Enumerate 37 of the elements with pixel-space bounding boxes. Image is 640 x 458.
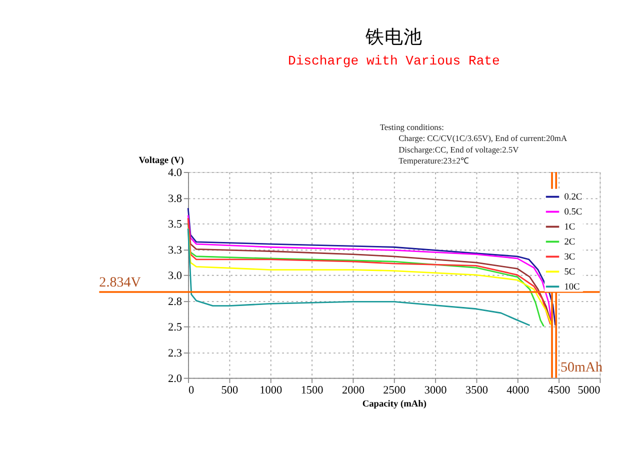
x-axis-title: Capacity (mAh) bbox=[362, 399, 426, 410]
legend-label: 10C bbox=[564, 282, 580, 292]
legend-label: 2C bbox=[564, 238, 576, 248]
chart-subtitle: Discharge with Various Rate bbox=[288, 53, 500, 68]
x-tick-label: 4500 bbox=[548, 384, 571, 396]
annotation: 50mAh bbox=[560, 359, 603, 376]
text: Discharge:CC, End of voltage:2.5V bbox=[398, 144, 519, 154]
x-tick-label: 3500 bbox=[466, 384, 488, 396]
text: Testing conditions: bbox=[380, 122, 444, 132]
y-tick-label: 3.0 bbox=[168, 270, 182, 282]
y-tick-label: 3.8 bbox=[168, 192, 182, 205]
y-tick-label: 3.5 bbox=[168, 218, 182, 231]
ref-line-label: 2.834V bbox=[99, 274, 141, 290]
x-tick-label: 5000 bbox=[578, 384, 601, 396]
y-axis-title: Voltage (V) bbox=[138, 156, 184, 166]
legend-label: 0.5C bbox=[564, 208, 582, 218]
legend-label: 1C bbox=[564, 222, 576, 233]
x-tick-label: 0 bbox=[188, 384, 195, 396]
chart-title: 铁电池 bbox=[364, 26, 422, 48]
x-tick-label: 2000 bbox=[342, 384, 365, 396]
x-tick-label: 1000 bbox=[260, 384, 282, 396]
x-tick-label: 4000 bbox=[506, 384, 530, 396]
legend-label: 3C bbox=[564, 252, 576, 262]
y-tick-label: 2.3 bbox=[168, 347, 182, 360]
y-tick-label: 2.0 bbox=[168, 373, 182, 386]
y-tick-label: 3.3 bbox=[168, 244, 182, 256]
text: Charge: CC/CV(1C/3.65V), End of current:20mA bbox=[398, 133, 568, 144]
x-tick-label: 500 bbox=[221, 384, 239, 396]
x-tick-label: 3000 bbox=[424, 384, 448, 396]
y-tick-label: 4.0 bbox=[168, 167, 182, 180]
text: Temperature:23±2℃ bbox=[398, 156, 470, 166]
y-tick-label: 2.8 bbox=[168, 296, 182, 308]
x-tick-label: 1500 bbox=[300, 384, 324, 396]
y-tick-label: 2.5 bbox=[168, 322, 182, 334]
legend-label: 0.2C bbox=[564, 192, 582, 203]
legend-label: 5C bbox=[564, 267, 576, 278]
x-tick-label: 2500 bbox=[383, 384, 406, 396]
